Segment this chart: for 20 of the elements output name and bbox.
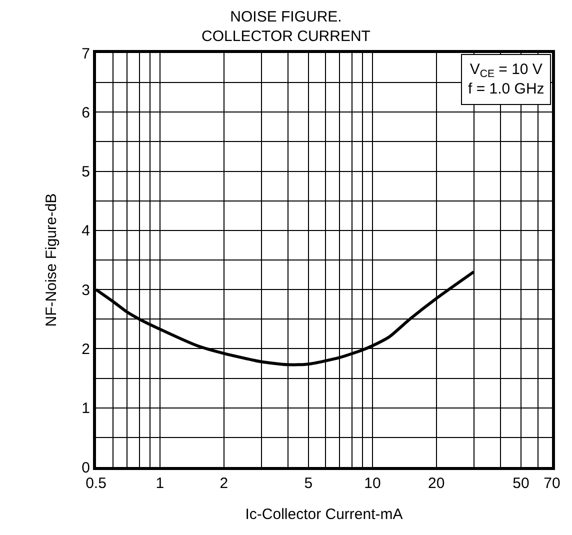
annotation: V$_{CE}$ = 10 V f = 1.0 GHz (468, 61, 544, 98)
x-tick-label: 2 (220, 475, 228, 492)
x-tick-label: 0.5 (86, 475, 106, 492)
x-tick-label: 70 (544, 475, 560, 492)
y-tick-label: 2 (82, 340, 90, 358)
chart-title: NOISE FIGURE. COLLECTOR CURRENT (202, 8, 370, 45)
y-tick-label: 5 (82, 164, 90, 181)
y-tick-label: 4 (82, 222, 90, 240)
x-tick-label: 50 (512, 475, 530, 492)
x-tick-label: 5 (304, 475, 313, 492)
y-tick-label: 3 (82, 282, 90, 299)
y-tick-label: 6 (82, 104, 90, 122)
y-axis-title: NF-Noise Figure-dB (42, 193, 60, 327)
x-axis-title: Ic-Collector Current-mA (245, 506, 403, 523)
x-tick-label: 1 (156, 475, 164, 492)
y-tick-label: 1 (82, 400, 90, 418)
y-tick-label: 0 (82, 459, 90, 476)
x-tick-label: 10 (364, 475, 381, 492)
x-tick-label: 20 (428, 475, 445, 492)
y-tick-label: 7 (82, 45, 90, 62)
